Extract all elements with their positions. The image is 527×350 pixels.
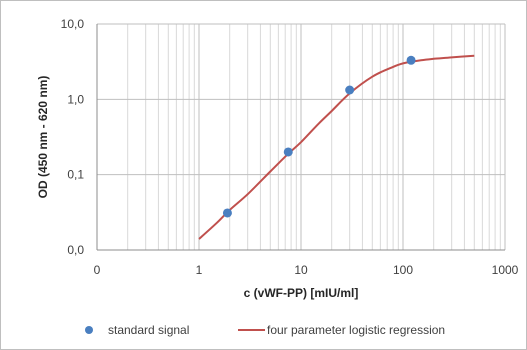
legend-marker-standard <box>85 326 93 334</box>
x-tick-label: 10 <box>294 263 308 277</box>
standard-point <box>283 147 293 157</box>
legend-label-standard: standard signal <box>108 323 189 337</box>
legend: standard signal four parameter logistic … <box>85 323 445 337</box>
standard-point <box>406 55 416 65</box>
x-tick-label: 0 <box>94 263 101 277</box>
y-tick-label: 0,1 <box>67 168 84 182</box>
y-tick-label: 0,0 <box>67 243 84 257</box>
standard-point <box>222 208 232 218</box>
x-tick-labels: 0 1 10 100 1000 <box>94 263 519 277</box>
y-axis-title: OD (450 nm - 620 nm) <box>36 76 50 199</box>
axes <box>96 24 505 251</box>
standard-point <box>345 85 355 95</box>
regression-curve <box>198 54 475 240</box>
x-tick-label: 100 <box>393 263 413 277</box>
standard-points <box>222 55 416 218</box>
x-axis-title: c (vWF-PP) [mIU/ml] <box>244 286 359 300</box>
legend-label-regression: four parameter logistic regression <box>267 323 445 337</box>
y-tick-labels: 0,0 0,1 1,0 10,0 <box>61 17 85 257</box>
x-tick-label: 1 <box>196 263 203 277</box>
y-tick-label: 10,0 <box>61 17 85 31</box>
x-tick-label: 1000 <box>492 263 519 277</box>
grid <box>97 23 506 250</box>
y-tick-label: 1,0 <box>67 92 84 106</box>
regression-line <box>198 54 475 240</box>
